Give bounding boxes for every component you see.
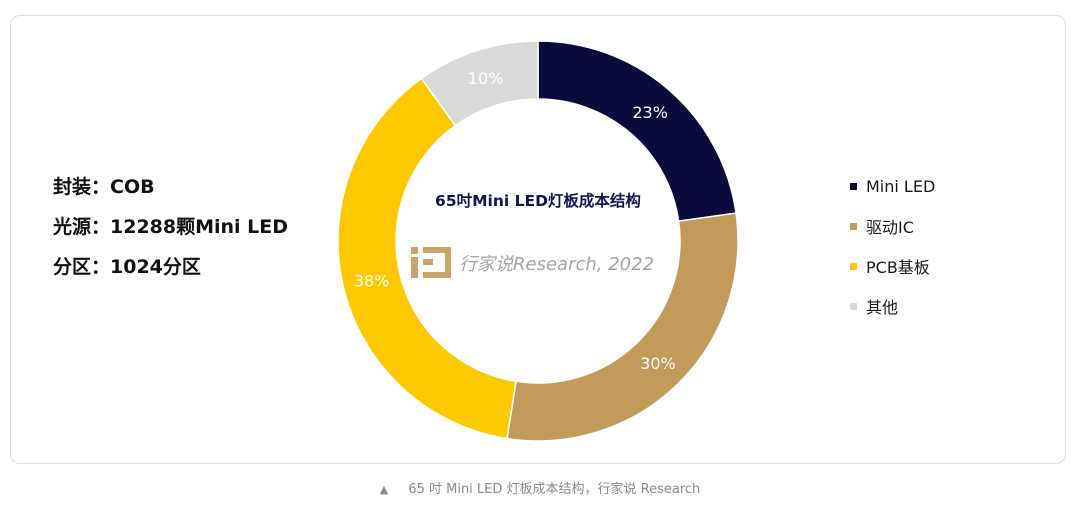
legend-item-pcb: PCB基板	[850, 246, 935, 286]
spec-zones: 分区：1024分区	[53, 256, 201, 278]
caption-text: 65 吋 Mini LED 灯板成本结构，行家说 Research	[408, 482, 701, 497]
slice-label: 38%	[354, 272, 390, 291]
spec-light-source: 光源：12288颗Mini LED	[53, 216, 289, 238]
chart-title: 65吋Mini LED灯板成本结构	[435, 191, 641, 210]
legend-item-other: 其他	[850, 286, 935, 326]
donut-slice	[337, 77, 517, 440]
spec-package: 封装：COB	[53, 176, 155, 198]
figure-caption: ▲ 65 吋 Mini LED 灯板成本结构，行家说 Research	[0, 478, 1080, 497]
watermark-text: 行家说Research, 2022	[459, 254, 654, 275]
slice-label: 30%	[640, 354, 676, 373]
donut-slice	[420, 40, 539, 127]
slice-label: 23%	[632, 103, 668, 122]
legend-swatch	[850, 262, 857, 270]
legend-swatch	[850, 222, 857, 230]
legend-item-driver-ic: 驱动IC	[850, 206, 935, 246]
legend-label: PCB基板	[866, 258, 930, 277]
spec-list: 封装：COB 光源：12288颗Mini LED 分区：1024分区	[53, 172, 288, 292]
legend-swatch	[850, 302, 857, 310]
donut-slice	[506, 212, 739, 442]
legend-label: Mini LED	[866, 176, 936, 196]
legend-swatch	[850, 182, 857, 190]
slice-label: 10%	[468, 69, 504, 88]
legend-item-mini-led: Mini LED	[850, 166, 935, 206]
watermark-logo-icon	[411, 247, 451, 278]
legend: Mini LED 驱动IC PCB基板 其他	[850, 166, 935, 326]
legend-label: 其他	[866, 298, 899, 317]
legend-label: 驱动IC	[866, 218, 914, 237]
caption-arrow-icon: ▲	[379, 483, 389, 496]
